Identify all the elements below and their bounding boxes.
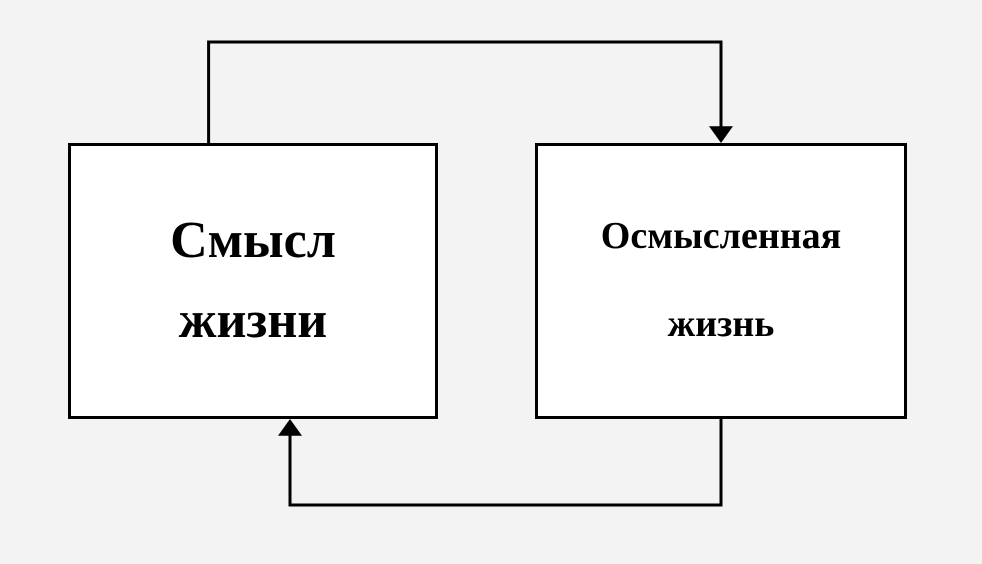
node-left-line-0: Смысл [170, 210, 336, 272]
node-right: Осмысленная жизнь [535, 143, 907, 419]
edge-right-to-left [290, 419, 721, 505]
arrowhead-left-to-right [709, 126, 733, 143]
node-left: Смысл жизни [68, 143, 438, 419]
edge-left-to-right [209, 42, 721, 143]
node-left-line-1: жизни [179, 290, 327, 352]
arrowhead-right-to-left [278, 419, 302, 436]
diagram-canvas: Смысл жизни Осмысленная жизнь [0, 0, 982, 564]
node-right-line-1: жизнь [668, 302, 775, 348]
node-right-line-0: Осмысленная [601, 214, 841, 260]
